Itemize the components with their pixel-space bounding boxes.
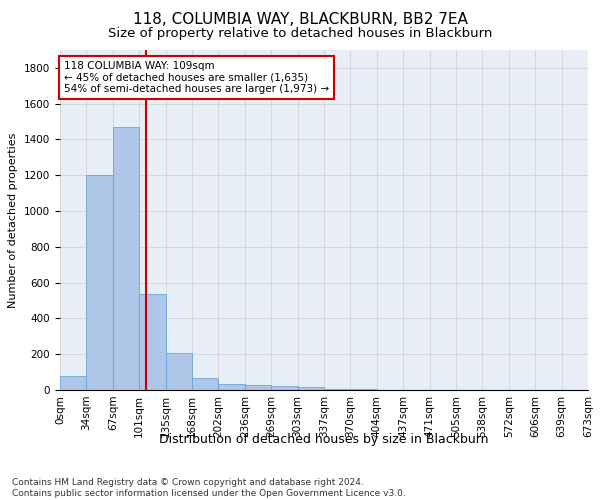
Bar [218,384,245,390]
Bar [298,388,324,390]
Y-axis label: Number of detached properties: Number of detached properties [8,132,19,308]
Bar [139,294,166,390]
Text: Distribution of detached houses by size in Blackburn: Distribution of detached houses by size … [159,432,489,446]
Bar [245,384,271,390]
Bar [86,176,113,390]
Bar [113,127,139,390]
Text: 118, COLUMBIA WAY, BLACKBURN, BB2 7EA: 118, COLUMBIA WAY, BLACKBURN, BB2 7EA [133,12,467,28]
Bar [60,376,86,390]
Bar [271,386,298,390]
Text: Contains HM Land Registry data © Crown copyright and database right 2024.
Contai: Contains HM Land Registry data © Crown c… [12,478,406,498]
Text: Size of property relative to detached houses in Blackburn: Size of property relative to detached ho… [108,28,492,40]
Bar [192,378,218,390]
Bar [324,389,350,390]
Text: 118 COLUMBIA WAY: 109sqm
← 45% of detached houses are smaller (1,635)
54% of sem: 118 COLUMBIA WAY: 109sqm ← 45% of detach… [64,60,329,94]
Bar [166,354,192,390]
